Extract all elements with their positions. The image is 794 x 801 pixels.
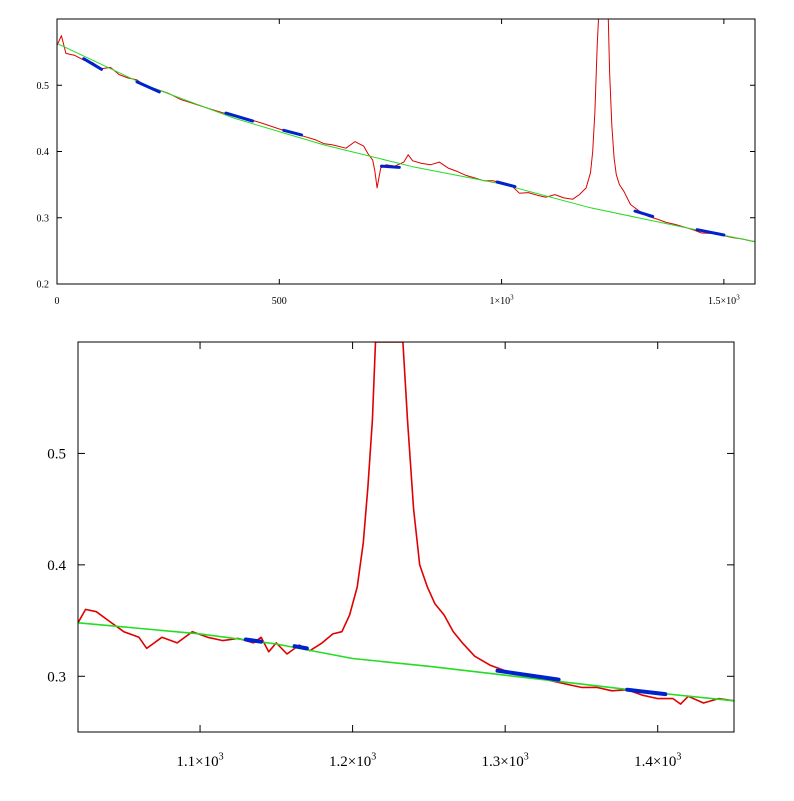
overview-x-tick-label-0: 0	[55, 296, 60, 307]
zoom-series-selected-segment-2	[495, 668, 561, 682]
overview-x-tick-label-3: 1.5×103	[708, 294, 740, 308]
zoom-x-tick-label-3: 1.4×103	[634, 751, 681, 770]
overview-x-tick-label-1: 500	[272, 296, 287, 307]
zoom-x-tick-label-1: 1.2×103	[329, 751, 376, 770]
zoom-series-selected-segment-3	[625, 687, 668, 697]
overview-series-selected-segment-7	[695, 228, 726, 237]
overview-y-tick-label-0: 0.2	[37, 280, 50, 291]
overview-y-tick-label-1: 0.3	[37, 213, 50, 224]
zoom-x-tick-label-0: 1.1×103	[176, 751, 223, 770]
overview-series-selected-segment-1	[135, 80, 161, 94]
overview-series-selected-segment-5	[495, 180, 517, 189]
overview-y-tick-label-3: 0.5	[37, 81, 50, 92]
zoom-series-signal-line	[78, 342, 734, 705]
zoom-y-tick-label-2: 0.5	[47, 447, 66, 463]
zoom-y-tick-label-0: 0.3	[47, 670, 66, 686]
overview-series-selected-segment-0	[82, 57, 103, 71]
overview-plot-frame	[56, 18, 756, 285]
overview-plot: 0 500 1×103 1.5×103 0.2 0.3 0.4 0.5	[37, 18, 756, 308]
overview-series-fit-line	[57, 43, 755, 243]
zoom-series-group	[78, 342, 734, 705]
overview-series-selected-segment-3	[282, 128, 303, 137]
zoom-series-selected-segment-1	[292, 644, 309, 651]
overview-series-group	[57, 19, 755, 243]
zoom-y-tick-label-1: 0.4	[47, 558, 66, 574]
overview-y-tick-label-2: 0.4	[37, 147, 50, 158]
zoom-series-selected-segment-0	[243, 637, 264, 644]
zoom-plot: 1.1×103 1.2×103 1.3×103 1.4×103 0.3 0.4 0.5	[47, 341, 735, 770]
overview-series-selected-segment-4	[380, 164, 401, 169]
zoom-plot-frame	[77, 341, 735, 733]
overview-series-selected-segment-2	[224, 111, 255, 123]
overview-series-selected-segment-6	[633, 209, 655, 218]
overview-x-tick-label-2: 1×103	[490, 294, 515, 308]
overview-series-signal-line	[57, 19, 755, 243]
zoom-x-tick-label-2: 1.3×103	[482, 751, 529, 770]
